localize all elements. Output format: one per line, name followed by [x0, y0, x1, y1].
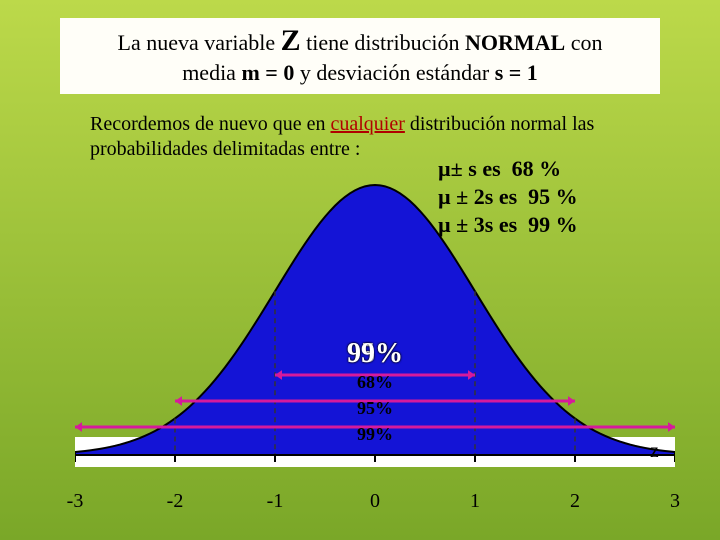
para-pre: Recordemos de nuevo que en: [90, 113, 330, 135]
sigma-symbol: s: [495, 60, 504, 85]
title2-pre: media: [182, 60, 241, 85]
title-mid: tiene distribución: [306, 30, 465, 55]
title-box: La nueva variable Z tiene distribución N…: [60, 18, 660, 94]
title2-mid: y desviación estándar: [300, 60, 495, 85]
pct-68: 68%: [357, 372, 393, 393]
eq1: = 1: [509, 60, 538, 85]
para-underlined: cualquier: [330, 113, 404, 135]
tick--1: -1: [267, 490, 284, 513]
eq0: = 0: [265, 60, 294, 85]
tick-1: 1: [470, 490, 480, 513]
tick-0: 0: [370, 490, 380, 513]
z-axis-label: z: [650, 440, 659, 463]
mu-symbol: m: [241, 60, 259, 85]
title-line-1: La nueva variable Z tiene distribución N…: [68, 24, 652, 58]
tick-3: 3: [670, 490, 680, 513]
title-z: Z: [281, 24, 301, 57]
tick--3: -3: [67, 490, 84, 513]
tick--2: -2: [167, 490, 184, 513]
pct-99: 99%: [357, 424, 393, 445]
title-post: con: [571, 30, 603, 55]
pct-95: 95%: [357, 398, 393, 419]
title-line-2: media m = 0 y desviación estándar s = 1: [68, 60, 652, 86]
title-pre: La nueva variable: [118, 30, 281, 55]
tick-2: 2: [570, 490, 580, 513]
title-normal: NORMAL: [465, 30, 565, 55]
